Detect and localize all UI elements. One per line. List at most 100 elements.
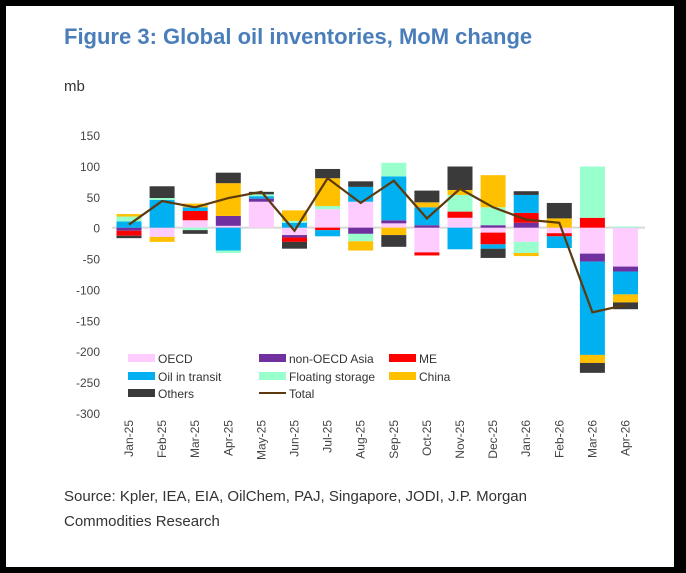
bar-segment-me <box>414 252 440 256</box>
legend-label: OECD <box>158 352 193 366</box>
bar-segment-floating-storage <box>513 241 539 253</box>
legend-swatch <box>259 354 286 362</box>
total-line <box>128 176 626 314</box>
bar-segment-oecd <box>613 227 638 267</box>
legend-swatch <box>128 389 155 397</box>
bar-segment-me <box>546 233 572 237</box>
y-tick-label: -200 <box>76 345 100 359</box>
bar-segment-floating-storage <box>480 207 506 226</box>
bar-segment-oil-in-transit <box>248 196 274 199</box>
bar-segment-non-oecd-asia <box>381 220 407 224</box>
bar-segment-floating-storage <box>315 206 341 210</box>
y-tick-label: -150 <box>76 314 100 328</box>
bar-segment-oil-in-transit <box>215 227 241 251</box>
x-tick-label: Jun-25 <box>288 420 302 457</box>
bar-segment-china <box>182 203 208 208</box>
bar-segment-me <box>282 237 307 242</box>
bar-segment-oecd <box>381 223 407 228</box>
bar-segment-floating-storage <box>348 233 374 242</box>
bar-segment-floating-storage <box>613 226 638 228</box>
bar-segment-oecd <box>513 227 539 242</box>
bar-segment-non-oecd-asia <box>480 225 506 228</box>
bar-segment-me <box>480 232 506 245</box>
bar-segment-china <box>348 241 374 251</box>
y-tick-label: -100 <box>76 283 100 297</box>
legend-label: China <box>419 370 451 384</box>
bar-segment-me <box>116 230 142 236</box>
bar-segment-oecd <box>215 225 241 228</box>
bar-segment-others <box>282 241 307 249</box>
bar-segment-others <box>215 172 241 184</box>
bar-segment-china <box>613 294 638 303</box>
bar-segment-china <box>414 202 440 208</box>
y-axis-unit: mb <box>64 78 85 95</box>
bar-segment-floating-storage <box>248 194 274 197</box>
bar-segment-others <box>381 235 407 247</box>
legend-swatch <box>389 354 416 362</box>
bar-segment-others <box>447 166 473 190</box>
y-tick-label: -50 <box>83 253 101 267</box>
y-tick-label: 50 <box>87 191 101 205</box>
bar-segment-me <box>315 227 341 231</box>
bar-segment-oecd <box>149 227 175 237</box>
bar-segment-non-oecd-asia <box>414 225 440 228</box>
legend-label: Others <box>158 387 194 401</box>
bar-segment-others <box>480 248 506 258</box>
x-tick-label: Apr-26 <box>619 420 633 456</box>
bar-segment-non-oecd-asia <box>282 235 307 238</box>
bar-segment-oil-in-transit <box>480 244 506 249</box>
bar-segment-china <box>116 214 142 217</box>
x-tick-label: Apr-25 <box>221 420 235 456</box>
x-tick-label: May-25 <box>254 420 268 460</box>
bar-segment-non-oecd-asia <box>513 222 539 228</box>
bar-segment-oil-in-transit <box>282 222 307 228</box>
bar-segment-oil-in-transit <box>149 199 175 228</box>
bar-segment-floating-storage <box>215 250 241 253</box>
bar-segment-floating-storage <box>116 216 142 222</box>
legend-label: Oil in transit <box>158 370 222 384</box>
bar-segment-others <box>579 362 605 373</box>
legend-label: ME <box>419 352 437 366</box>
bar-segment-oecd <box>348 201 374 228</box>
chart-title: Figure 3: Global oil inventories, MoM ch… <box>64 24 533 49</box>
bar-segment-oil-in-transit <box>613 271 638 295</box>
bar-segment-floating-storage <box>579 166 605 218</box>
bar-segment-others <box>116 235 142 239</box>
x-tick-label: Oct-25 <box>420 420 434 456</box>
x-tick-label: Aug-25 <box>354 420 368 459</box>
legend-swatch <box>389 372 416 380</box>
bar-segment-floating-storage <box>149 198 175 200</box>
bar-segment-china <box>381 227 407 236</box>
bar-segment-others <box>348 181 374 187</box>
bar-segment-oecd <box>248 201 274 228</box>
bar-segment-others <box>315 168 341 179</box>
source-line-2: Commodities Research <box>64 513 220 530</box>
x-tick-label: Mar-26 <box>585 420 599 458</box>
y-tick-label: -300 <box>76 407 100 421</box>
bar-segment-china <box>513 252 539 257</box>
bar-segment-china <box>149 236 175 242</box>
bar-segment-others <box>546 202 572 219</box>
bar-segment-oil-in-transit <box>348 186 374 202</box>
x-tick-label: Mar-25 <box>188 420 202 458</box>
bar-segment-oecd <box>447 217 473 228</box>
bar-segment-oecd <box>480 227 506 233</box>
x-tick-label: Dec-25 <box>486 420 500 459</box>
legend-label: Total <box>289 387 314 401</box>
bar-segment-oecd <box>546 227 572 234</box>
bar-segment-others <box>149 186 175 199</box>
chart-panel <box>6 6 674 567</box>
bar-segment-non-oecd-asia <box>116 227 142 231</box>
x-tick-label: Jan-26 <box>519 420 533 457</box>
legend-label: non-OECD Asia <box>289 352 374 366</box>
bar-segment-others <box>513 191 539 195</box>
bar-segment-oil-in-transit <box>447 227 473 250</box>
y-tick-label: 0 <box>93 222 100 236</box>
bar-segment-china <box>579 354 605 363</box>
bar-segment-floating-storage <box>381 162 407 177</box>
bar-segment-oil-in-transit <box>315 230 341 237</box>
x-tick-label: Jan-25 <box>122 420 136 457</box>
bar-segment-china <box>447 189 473 195</box>
bar-segment-others <box>182 230 208 234</box>
bar-segment-floating-storage <box>182 227 208 231</box>
